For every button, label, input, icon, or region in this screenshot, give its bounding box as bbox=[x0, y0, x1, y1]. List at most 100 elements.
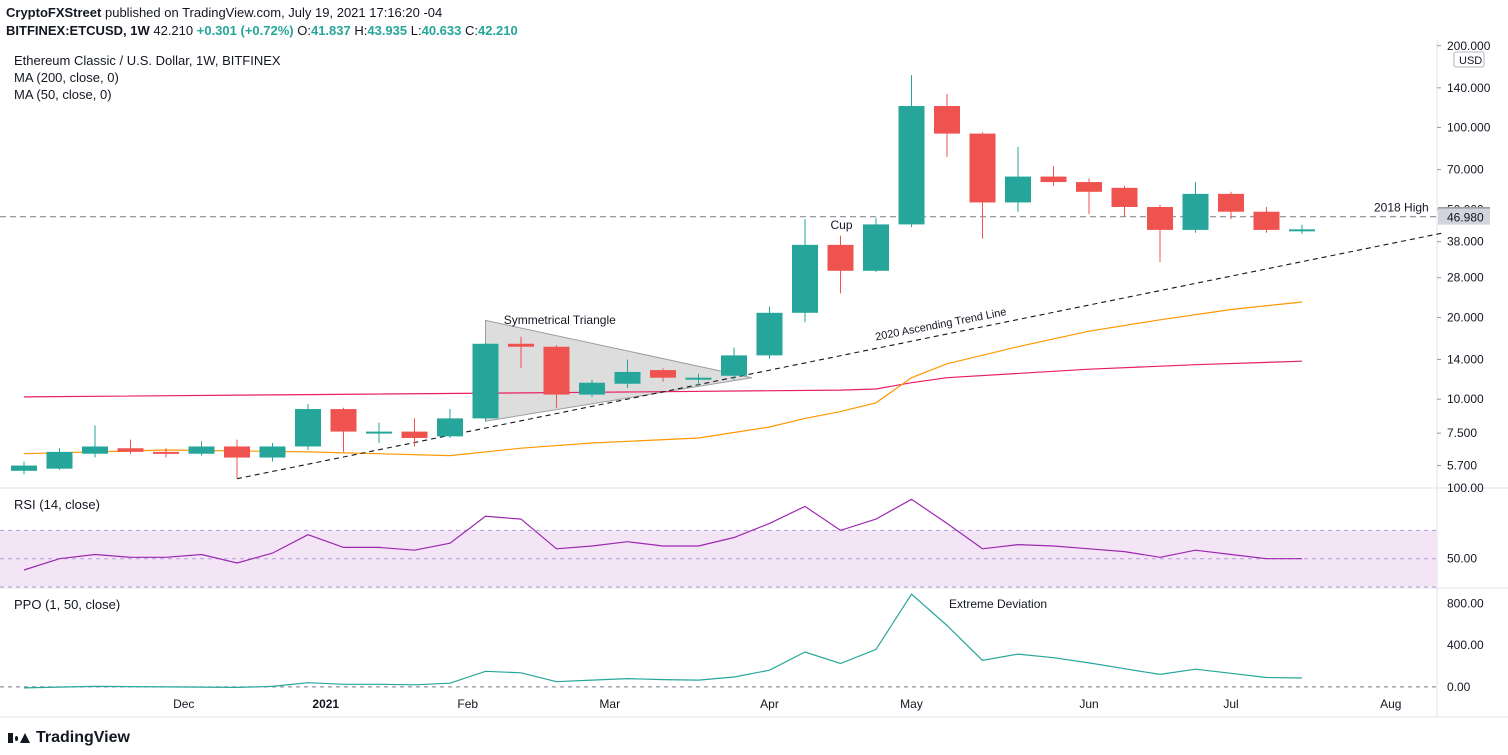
y-tick-label: 200.000 bbox=[1447, 39, 1491, 53]
annotation-cup: Cup bbox=[831, 218, 853, 232]
y-tick-label: 70.000 bbox=[1447, 163, 1484, 177]
legend-ppo: PPO (1, 50, close) bbox=[14, 597, 120, 612]
low-value: 40.633 bbox=[421, 23, 462, 38]
candle-body bbox=[650, 370, 676, 378]
annotation-symmetrical-triangle: Symmetrical Triangle bbox=[504, 313, 616, 327]
legend-ma50: MA (50, close, 0) bbox=[14, 87, 112, 102]
candle-body bbox=[437, 418, 463, 437]
symmetrical-triangle bbox=[485, 319, 752, 422]
open-value: 41.837 bbox=[310, 23, 351, 38]
x-tick-label: Jul bbox=[1223, 697, 1238, 711]
legend-ma200: MA (200, close, 0) bbox=[14, 70, 119, 85]
ppo-y-tick-label: 0.00 bbox=[1447, 680, 1471, 694]
y-tick-label: 100.000 bbox=[1447, 121, 1491, 135]
ppo-y-tick-label: 400.00 bbox=[1447, 638, 1484, 652]
footer[interactable]: TradingView bbox=[8, 726, 130, 750]
annotation-extreme-deviation: Extreme Deviation bbox=[949, 597, 1047, 611]
tradingview-logo-icon bbox=[8, 731, 30, 745]
y-tick-label: 14.000 bbox=[1447, 353, 1484, 367]
rsi-band bbox=[0, 530, 1437, 587]
y-tick-label: 20.000 bbox=[1447, 310, 1484, 324]
candle-body bbox=[827, 244, 854, 271]
trend-line-label: 2020 Ascending Trend Line bbox=[874, 306, 1007, 343]
legend-title: Ethereum Classic / U.S. Dollar, 1W, BITF… bbox=[14, 53, 281, 68]
rsi-y-tick-label: 100.00 bbox=[1447, 481, 1484, 495]
level-label-2018-high: 2018 High bbox=[1374, 201, 1429, 215]
x-tick-label: May bbox=[900, 697, 923, 711]
high-value: 43.935 bbox=[367, 23, 408, 38]
x-tick-label: Aug bbox=[1380, 697, 1401, 711]
candle-body bbox=[1253, 211, 1280, 230]
candle-body bbox=[1111, 187, 1138, 207]
candle-body bbox=[863, 224, 889, 271]
high-label: H: bbox=[354, 23, 368, 38]
candle-body bbox=[898, 106, 925, 225]
candle-body bbox=[1147, 206, 1173, 230]
rsi-line bbox=[23, 498, 1302, 571]
candle-body bbox=[259, 446, 286, 458]
candle-body bbox=[543, 346, 570, 395]
candle-body bbox=[1040, 176, 1067, 183]
close-label: C: bbox=[464, 23, 478, 38]
candle-body bbox=[11, 465, 37, 471]
rsi-y-tick-label: 50.00 bbox=[1447, 552, 1477, 566]
candle-body bbox=[1076, 182, 1102, 192]
candle-body bbox=[1005, 176, 1031, 203]
price-label-2018-high: 46.980 bbox=[1447, 211, 1484, 225]
publisher[interactable]: CryptoFXStreet bbox=[6, 5, 102, 20]
candle-body bbox=[721, 355, 747, 376]
open-label: O: bbox=[297, 23, 311, 38]
candle-body bbox=[934, 106, 960, 134]
symbol[interactable]: BITFINEX:ETCUSD, 1W bbox=[6, 23, 150, 38]
x-tick-label: Apr bbox=[760, 697, 779, 711]
ascending-trend-line bbox=[236, 232, 1445, 480]
chart-header: CryptoFXStreet published on TradingView.… bbox=[6, 4, 518, 40]
y-tick-label: 7.500 bbox=[1447, 426, 1477, 440]
candle-body bbox=[614, 371, 641, 384]
candle-body bbox=[1182, 193, 1209, 230]
low-label: L: bbox=[410, 23, 422, 38]
candle-body bbox=[685, 377, 712, 380]
y-tick-label: 10.000 bbox=[1447, 392, 1484, 406]
candle-body bbox=[579, 382, 605, 395]
legend-rsi: RSI (14, close) bbox=[14, 497, 100, 512]
ma50-line bbox=[23, 301, 1303, 457]
candle-body bbox=[188, 446, 215, 454]
y-tick-label: 140.000 bbox=[1447, 81, 1491, 95]
candle-body bbox=[224, 446, 250, 458]
candle-body bbox=[330, 409, 357, 432]
candle-body bbox=[366, 431, 392, 434]
candle-body bbox=[117, 448, 144, 452]
brand-name: TradingView bbox=[36, 729, 130, 746]
candle-body bbox=[756, 312, 783, 356]
candle-body bbox=[792, 244, 818, 313]
ppo-y-tick-label: 800.00 bbox=[1447, 597, 1484, 611]
published-text: published on TradingView.com, July 19, 2… bbox=[104, 5, 443, 20]
ma200-line bbox=[23, 360, 1303, 398]
x-tick-label: Feb bbox=[457, 697, 478, 711]
currency-label: USD bbox=[1459, 55, 1482, 67]
y-tick-label: 38.000 bbox=[1447, 235, 1484, 249]
currency-badge bbox=[1453, 51, 1485, 68]
candle-body bbox=[153, 451, 179, 454]
close-value: 42.210 bbox=[477, 23, 518, 38]
last-price: 42.210 bbox=[153, 23, 194, 38]
x-tick-label: 2021 bbox=[312, 697, 339, 711]
candle-body bbox=[969, 133, 996, 203]
x-tick-label: Dec bbox=[173, 697, 194, 711]
candle-body bbox=[82, 446, 108, 454]
candle-body bbox=[1218, 193, 1244, 212]
y-tick-label: 5.700 bbox=[1447, 459, 1477, 473]
candle-body bbox=[46, 451, 73, 469]
y-tick-label: 28.000 bbox=[1447, 271, 1484, 285]
candle-body bbox=[472, 343, 499, 419]
x-tick-label: Mar bbox=[599, 697, 620, 711]
candle-body bbox=[1289, 229, 1315, 232]
candle-body bbox=[508, 343, 534, 347]
price-label-bg bbox=[1438, 208, 1490, 225]
price-change: +0.301 (+0.72%) bbox=[196, 23, 294, 38]
candle-body bbox=[295, 409, 321, 447]
x-tick-label: Jun bbox=[1079, 697, 1098, 711]
ppo-line bbox=[23, 593, 1303, 689]
